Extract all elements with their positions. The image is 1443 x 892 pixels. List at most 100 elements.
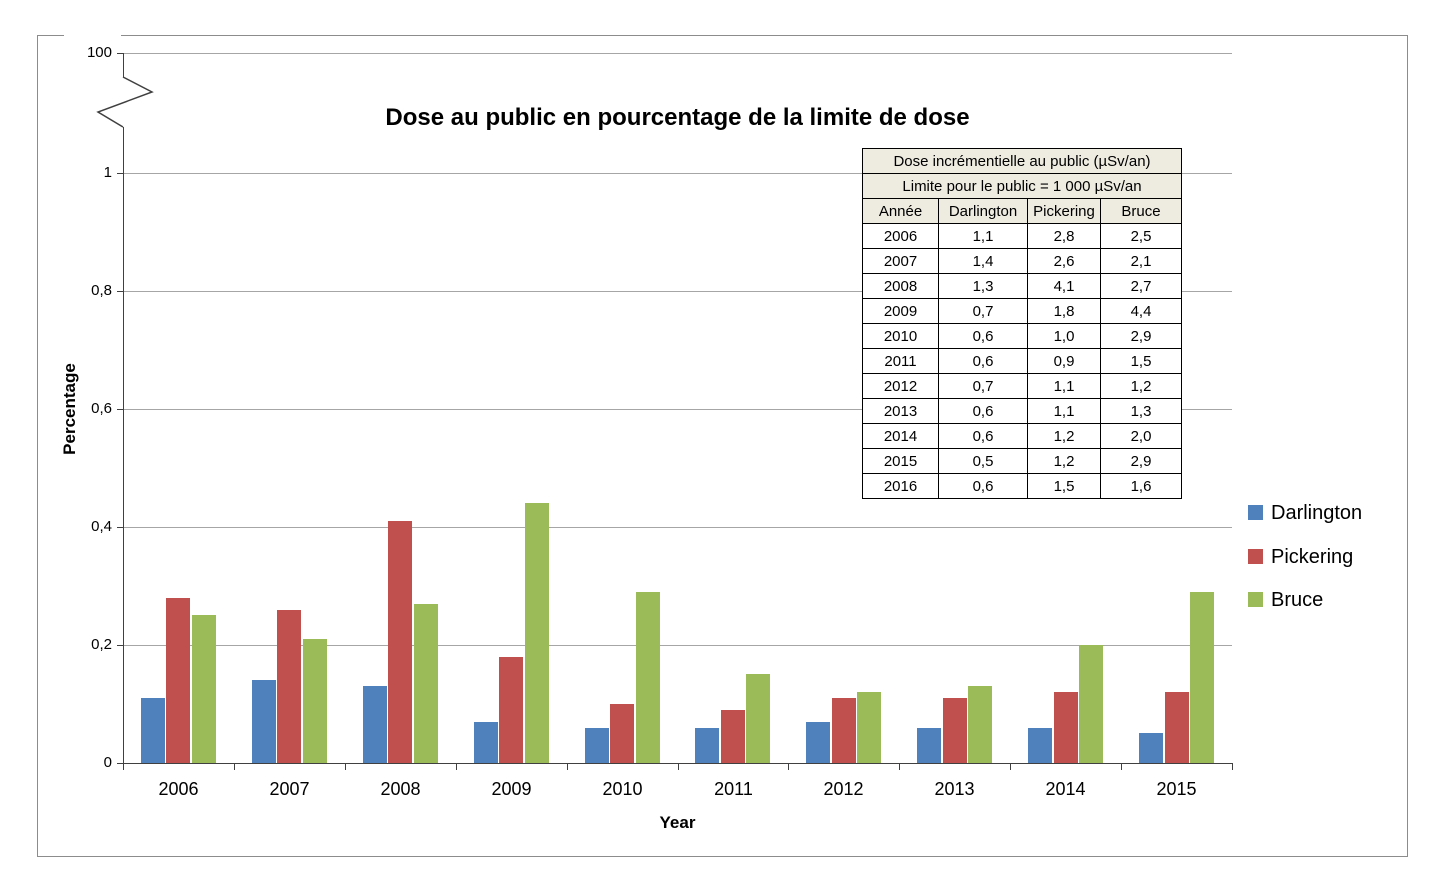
bar-bruce-2012	[857, 692, 881, 763]
gridline	[123, 173, 1232, 174]
axis-break-border-gap	[64, 31, 121, 41]
table-value-cell: 4,1	[1027, 273, 1101, 299]
table-value-cell: 0,9	[1027, 348, 1101, 374]
table-year-cell: 2009	[862, 298, 939, 324]
table-year-cell: 2016	[862, 473, 939, 499]
table-value-cell: 1,2	[1100, 373, 1182, 399]
x-tick-mark	[1121, 763, 1122, 770]
axis-break-icon	[96, 76, 154, 128]
table-value-cell: 1,4	[938, 248, 1028, 274]
y-tick-mark	[117, 53, 123, 54]
table-row: 2013 0,6 1,1 1,3	[862, 398, 1182, 424]
gridline	[123, 291, 1232, 292]
bar-darlington-2014	[1028, 728, 1052, 763]
x-tick-mark	[123, 763, 124, 770]
table-column-header: Bruce	[1100, 198, 1182, 224]
category-label-2010: 2010	[602, 779, 643, 799]
table-value-cell: 0,7	[938, 373, 1028, 399]
y-axis-top-tick-label: 100	[86, 44, 112, 61]
table-title-1: Dose incrémentielle au public (µSv/an)	[862, 148, 1182, 174]
table-row: 2011 0,6 0,9 1,5	[862, 348, 1182, 374]
table-year-cell: 2006	[862, 223, 939, 249]
table-column-header: Année	[862, 198, 939, 224]
y-axis-line	[123, 53, 124, 77]
table-value-cell: 1,3	[1100, 398, 1182, 424]
table-row: 2007 1,4 2,6 2,1	[862, 248, 1182, 274]
x-axis-title: Year	[659, 813, 696, 832]
bar-pickering-2012	[832, 698, 856, 763]
y-tick-label: 0,2	[91, 636, 112, 653]
table-title-row: Dose incrémentielle au public (µSv/an)	[862, 148, 1182, 174]
table-value-cell: 0,6	[938, 323, 1028, 349]
gridline	[123, 409, 1232, 410]
table-value-cell: 1,8	[1027, 298, 1101, 324]
x-tick-mark	[1010, 763, 1011, 770]
bar-pickering-2009	[499, 657, 523, 763]
table-value-cell: 1,3	[938, 273, 1028, 299]
table-value-cell: 0,7	[938, 298, 1028, 324]
bar-darlington-2013	[917, 728, 941, 763]
bar-darlington-2015	[1139, 733, 1163, 763]
table-value-cell: 4,4	[1100, 298, 1182, 324]
x-tick-mark	[678, 763, 679, 770]
table-value-cell: 2,0	[1100, 423, 1182, 449]
table-year-cell: 2012	[862, 373, 939, 399]
table-year-cell: 2008	[862, 273, 939, 299]
category-label-2014: 2014	[1045, 779, 1086, 799]
bar-pickering-2007	[277, 610, 301, 763]
table-value-cell: 1,1	[1027, 373, 1101, 399]
y-tick-mark	[117, 409, 123, 410]
table-value-cell: 0,5	[938, 448, 1028, 474]
x-tick-mark	[234, 763, 235, 770]
legend-label-bruce: Bruce	[1271, 589, 1324, 611]
table-year-cell: 2015	[862, 448, 939, 474]
category-label-2012: 2012	[823, 779, 864, 799]
table-value-cell: 1,5	[1100, 348, 1182, 374]
bar-pickering-2013	[943, 698, 967, 763]
bar-bruce-2006	[192, 615, 216, 763]
category-label-2013: 2013	[934, 779, 975, 799]
y-tick-mark	[117, 763, 123, 764]
gridline-top	[123, 53, 1232, 54]
table-value-cell: 2,5	[1100, 223, 1182, 249]
bar-bruce-2011	[746, 674, 770, 763]
x-tick-mark	[788, 763, 789, 770]
y-tick-mark	[117, 645, 123, 646]
category-label-2006: 2006	[158, 779, 199, 799]
bar-pickering-2011	[721, 710, 745, 763]
bar-bruce-2010	[636, 592, 660, 763]
table-row: 2008 1,3 4,1 2,7	[862, 273, 1182, 299]
bar-darlington-2012	[806, 722, 830, 763]
table-row: 2016 0,6 1,5 1,6	[862, 473, 1182, 499]
bar-bruce-2014	[1079, 645, 1103, 763]
table-value-cell: 1,6	[1100, 473, 1182, 499]
bar-darlington-2009	[474, 722, 498, 763]
gridline	[123, 645, 1232, 646]
table-year-cell: 2011	[862, 348, 939, 374]
bar-pickering-2008	[388, 521, 412, 763]
table-value-cell: 1,1	[938, 223, 1028, 249]
table-value-cell: 2,1	[1100, 248, 1182, 274]
bar-pickering-2006	[166, 598, 190, 763]
table-value-cell: 1,2	[1027, 448, 1101, 474]
legend-swatch-pickering	[1248, 549, 1263, 564]
category-label-2008: 2008	[380, 779, 421, 799]
table-row: 2006 1,1 2,8 2,5	[862, 223, 1182, 249]
table-value-cell: 1,1	[1027, 398, 1101, 424]
figure-border	[37, 35, 1408, 857]
table-year-cell: 2013	[862, 398, 939, 424]
category-label-2007: 2007	[269, 779, 310, 799]
table-year-cell: 2007	[862, 248, 939, 274]
category-label-2015: 2015	[1156, 779, 1197, 799]
category-label-2009: 2009	[491, 779, 532, 799]
bar-pickering-2014	[1054, 692, 1078, 763]
y-tick-label: 1	[103, 164, 112, 181]
x-tick-mark	[456, 763, 457, 770]
legend-swatch-darlington	[1248, 505, 1263, 520]
table-value-cell: 2,6	[1027, 248, 1101, 274]
table-row: 2014 0,6 1,2 2,0	[862, 423, 1182, 449]
table-title-row: Limite pour le public = 1 000 µSv/an	[862, 173, 1182, 199]
table-title-2: Limite pour le public = 1 000 µSv/an	[862, 173, 1182, 199]
bar-bruce-2007	[303, 639, 327, 763]
